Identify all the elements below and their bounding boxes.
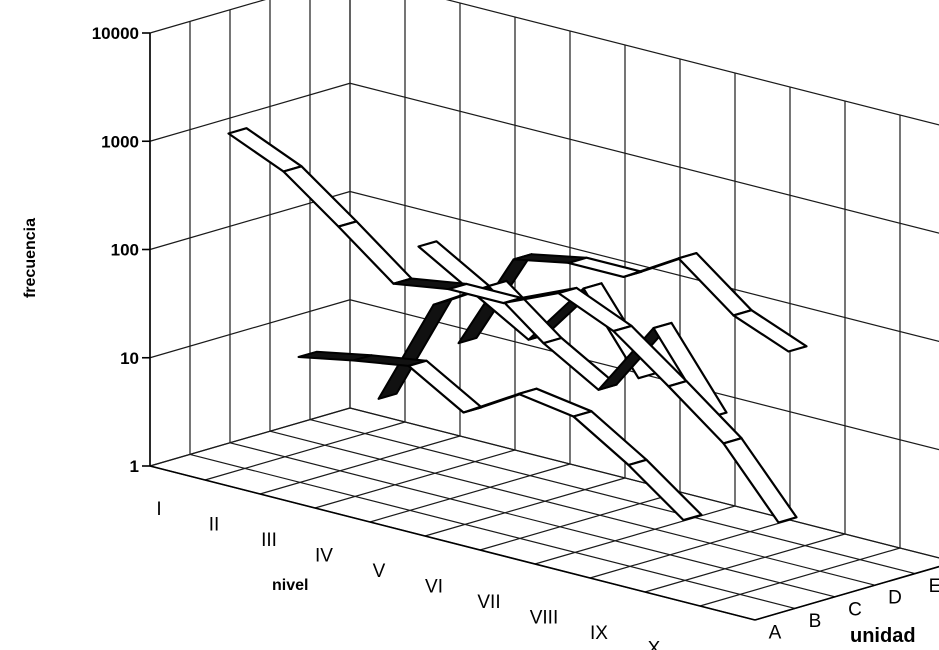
- side-wall-horizontal: [149, 299, 351, 359]
- data-ribbons: [227, 127, 808, 524]
- y-tick-label: 10: [120, 349, 139, 368]
- floor-line-nivel: [314, 449, 516, 509]
- axis-frame: [142, 32, 939, 621]
- side-wall-horizontal: [149, 82, 351, 142]
- z-tick-label: D: [888, 588, 902, 609]
- y-axis-title: frecuencia: [22, 218, 39, 298]
- floor-line-nivel: [369, 463, 571, 523]
- x-tick-label: IV: [315, 545, 333, 566]
- x-tick-label: II: [209, 514, 220, 535]
- ribbon-segment: [282, 165, 358, 228]
- ribbon-segment: [517, 387, 593, 418]
- side-wall-horizontal: [149, 0, 266, 34]
- series-ribbon-A: [297, 350, 703, 522]
- x-tick-label: III: [261, 530, 277, 551]
- y-tick-label: 100: [111, 241, 139, 260]
- z-tick-label: C: [848, 599, 862, 620]
- x-tick-label: X: [648, 638, 661, 650]
- axis-labels: 110100100010000IIIIIIIVVVIVIIVIIIIXXXIAB…: [92, 24, 939, 650]
- x-tick-label: VIII: [530, 607, 559, 628]
- floor-line-nivel: [424, 477, 626, 537]
- ribbon-segment: [732, 309, 808, 353]
- x-tick-label: VII: [477, 592, 500, 613]
- ribbon-segment: [407, 359, 483, 414]
- floor-line-nivel: [589, 519, 791, 579]
- z-axis-line: [754, 565, 939, 621]
- floor-line-nivel: [149, 407, 351, 467]
- floor-line-nivel: [644, 533, 846, 593]
- floor-line-unidad: [269, 430, 876, 586]
- floor-line-unidad: [189, 453, 796, 609]
- ribbon-segment: [627, 458, 703, 522]
- chart-grid: [149, 0, 939, 621]
- y-tick-label: 1000: [101, 132, 139, 151]
- series-ribbon-B: [227, 127, 798, 524]
- y-tick-label: 10000: [92, 24, 139, 43]
- z-tick-label: E: [929, 576, 939, 597]
- x-tick-label: IX: [590, 623, 608, 644]
- floor-line-nivel: [699, 547, 901, 607]
- floor-line-nivel: [204, 421, 406, 481]
- floor-line-nivel: [259, 435, 461, 495]
- z-tick-label: B: [809, 611, 822, 632]
- ribbon-segment: [227, 127, 303, 173]
- x-tick-label: VI: [425, 576, 443, 597]
- floor-line-nivel: [479, 491, 681, 551]
- back-wall-horizontal: [349, 82, 939, 234]
- ribbon-segment: [677, 252, 753, 317]
- z-tick-label: A: [769, 623, 782, 644]
- x-tick-label: V: [373, 561, 386, 582]
- y-tick-label: 1: [130, 457, 139, 476]
- back-wall-horizontal: [445, 0, 939, 126]
- floor-line-nivel: [534, 505, 736, 565]
- ribbon-segment: [572, 410, 648, 467]
- z-axis-title: unidad: [850, 625, 916, 647]
- x-axis-title: nivel: [272, 577, 308, 594]
- x-axis-line: [149, 465, 756, 621]
- back-wall-horizontal: [349, 299, 939, 451]
- ribbon-segment: [722, 437, 798, 524]
- floor-line-unidad: [309, 419, 916, 575]
- x-tick-label: I: [156, 499, 161, 520]
- floor-line-unidad: [229, 442, 836, 598]
